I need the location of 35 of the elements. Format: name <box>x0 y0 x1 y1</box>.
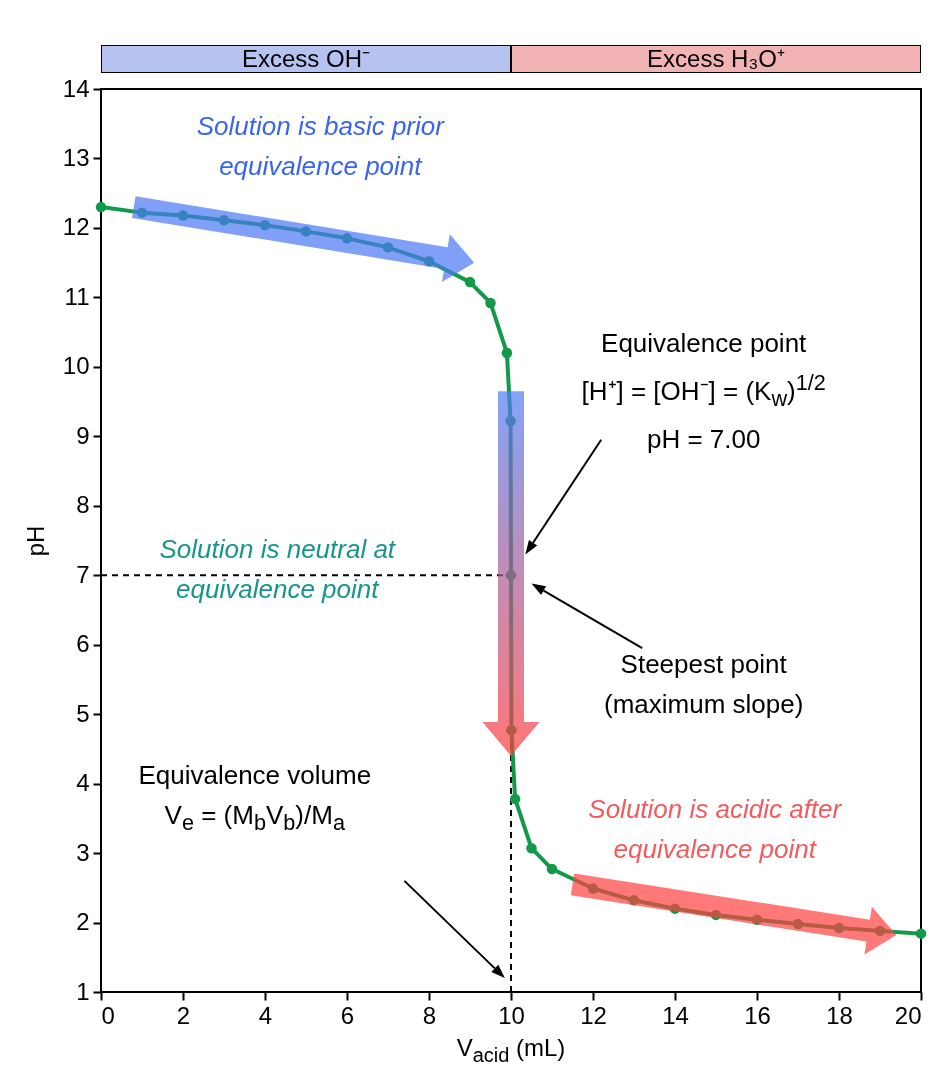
y-tick-label: 2 <box>76 908 90 936</box>
y-tick-label: 12 <box>62 213 90 241</box>
x-tick-label: 8 <box>422 1001 437 1029</box>
x-axis-title: V$_{acid}$ (mL) <box>456 1034 566 1067</box>
x-tick-label: 10 <box>498 1001 525 1029</box>
y-tick-label: 8 <box>76 491 90 519</box>
y-tick-label: 14 <box>62 74 90 102</box>
x-tick-label: 2 <box>176 1001 191 1029</box>
text: Equivalence volume V$_{e}$ = (M$_{b}$V$_{b}$)/M$_{a}$ <box>138 759 372 835</box>
annotation: Solution is acidic after equivalence point <box>588 792 842 866</box>
x-tick-label: 12 <box>580 1001 607 1029</box>
x-tick-label: 16 <box>744 1001 771 1029</box>
y-tick-label: 4 <box>76 769 90 797</box>
x-tick-label: 0 <box>101 1001 115 1029</box>
y-axis-title: pH <box>21 525 49 557</box>
x-tick-label: 4 <box>258 1001 273 1029</box>
x-tick-label: 6 <box>340 1001 355 1029</box>
y-tick-label: 10 <box>62 352 90 380</box>
annotation: Solution is basic prior equivalence point <box>196 109 444 183</box>
y-tick-label: 3 <box>76 838 90 866</box>
y-tick-label: 13 <box>62 143 90 171</box>
y-tick-label: 9 <box>76 421 90 449</box>
x-tick-label: 20 <box>894 1001 922 1029</box>
y-tick-label: 7 <box>76 560 90 588</box>
header-cell: Excess H₃O⁺ <box>511 45 921 73</box>
annotation: Steepest point (maximum slope) <box>604 647 804 721</box>
y-tick-label: 1 <box>76 977 90 1005</box>
x-tick-label: 14 <box>662 1001 689 1029</box>
text: Equivalence point [H⁺] = [OH⁻] = (K$_{w}$)$^{1/2}$ pH = 7.00 <box>581 328 826 455</box>
y-tick-label: 6 <box>76 630 90 658</box>
annotation: Solution is neutral at equivalence point <box>159 532 396 606</box>
header-cell: Excess OH⁻ <box>101 45 511 73</box>
y-tick-label: 11 <box>64 282 90 310</box>
y-tick-label: 5 <box>76 699 90 727</box>
x-tick-label: 18 <box>826 1001 853 1029</box>
